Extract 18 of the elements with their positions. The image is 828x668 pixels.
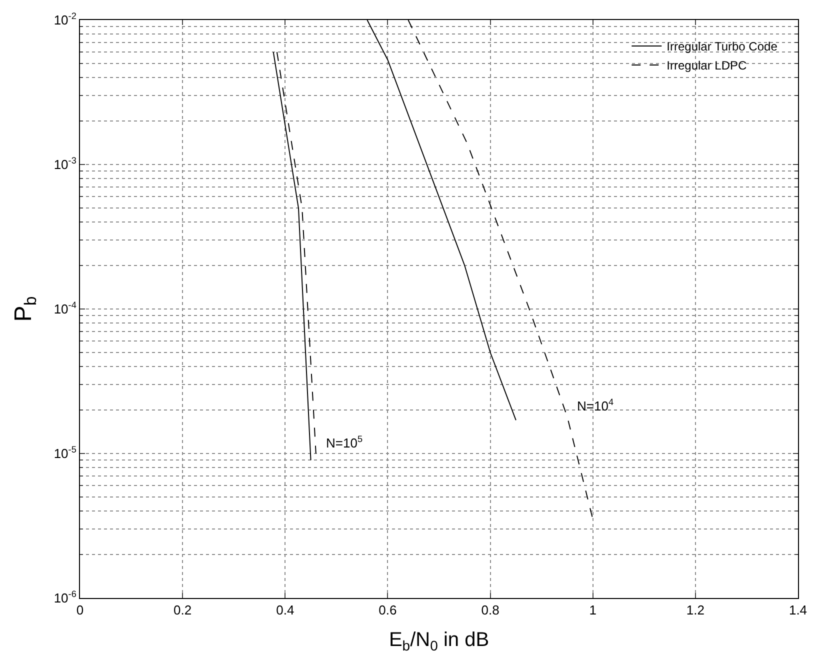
x-tick-label: 0.2 bbox=[174, 602, 192, 618]
x-tick-label: 1 bbox=[589, 602, 596, 618]
y-tick-label: 10$^{-2}$ bbox=[54, 11, 76, 28]
legend-label: Irregular LDPC bbox=[666, 58, 747, 73]
annotation: N=10$^{5}$ bbox=[326, 434, 363, 450]
x-tick-label: 0.6 bbox=[378, 602, 397, 618]
x-tick-label: 0.8 bbox=[481, 602, 500, 618]
y-tick-label: 10$^{-6}$ bbox=[54, 589, 76, 606]
x-tick-label: 1.4 bbox=[788, 602, 808, 618]
x-axis-title: E$_{b}$/N$_{0}$ in dB bbox=[388, 629, 490, 654]
y-tick-label: 10$^{-3}$ bbox=[54, 156, 76, 172]
y-tick-label: 10$^{-5}$ bbox=[54, 444, 76, 462]
x-tick-label: 0 bbox=[76, 602, 84, 618]
y-tick-label: 10$^{-4}$ bbox=[54, 300, 76, 317]
x-tick-label: 1.2 bbox=[686, 602, 704, 618]
legend-label: Irregular Turbo Code bbox=[666, 40, 778, 54]
annotation: N=10$^{4}$ bbox=[577, 397, 614, 414]
x-tick-label: 0.4 bbox=[276, 602, 294, 618]
